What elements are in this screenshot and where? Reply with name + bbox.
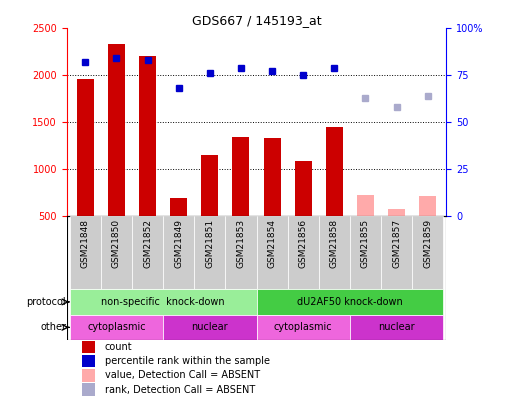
Text: GSM21850: GSM21850 (112, 220, 121, 269)
Bar (232, 137, 249, 215)
Bar (201, 155, 219, 215)
Bar (256, 315, 350, 340)
Bar (82, 355, 95, 367)
Bar (101, 215, 132, 289)
Bar (256, 289, 443, 315)
Text: percentile rank within the sample: percentile rank within the sample (105, 356, 270, 366)
Text: cytoplasmic: cytoplasmic (87, 322, 146, 333)
Text: GSM21852: GSM21852 (143, 220, 152, 269)
Title: GDS667 / 145193_at: GDS667 / 145193_at (192, 14, 321, 27)
Text: nuclear: nuclear (191, 322, 228, 333)
Bar (350, 215, 381, 289)
Bar (82, 383, 95, 396)
Text: GSM21849: GSM21849 (174, 220, 183, 269)
Bar (108, 44, 125, 215)
Text: other: other (40, 322, 66, 333)
Text: GSM21857: GSM21857 (392, 220, 401, 269)
Text: non-specific  knock-down: non-specific knock-down (102, 297, 225, 307)
Text: protocol: protocol (27, 297, 66, 307)
Bar (326, 127, 343, 215)
Bar (350, 315, 443, 340)
Bar (288, 215, 319, 289)
Text: count: count (105, 342, 132, 352)
Text: dU2AF50 knock-down: dU2AF50 knock-down (297, 297, 403, 307)
Bar (225, 215, 256, 289)
Bar (70, 289, 256, 315)
Bar (70, 315, 163, 340)
Bar (256, 215, 288, 289)
Text: GSM21858: GSM21858 (330, 220, 339, 269)
Bar (319, 215, 350, 289)
Text: GSM21859: GSM21859 (423, 220, 432, 269)
Text: nuclear: nuclear (378, 322, 415, 333)
Bar (412, 215, 443, 289)
Bar (357, 195, 374, 215)
Bar (294, 161, 312, 215)
Bar (163, 215, 194, 289)
Bar (170, 198, 187, 215)
Bar (139, 55, 156, 215)
Bar (163, 315, 256, 340)
Text: value, Detection Call = ABSENT: value, Detection Call = ABSENT (105, 370, 260, 380)
Bar (381, 215, 412, 289)
Bar (82, 369, 95, 382)
Bar (70, 215, 101, 289)
Text: GSM21856: GSM21856 (299, 220, 308, 269)
Text: GSM21851: GSM21851 (205, 220, 214, 269)
Text: rank, Detection Call = ABSENT: rank, Detection Call = ABSENT (105, 384, 255, 394)
Bar (388, 209, 405, 215)
Text: cytoplasmic: cytoplasmic (274, 322, 332, 333)
Bar (82, 341, 95, 353)
Text: GSM21848: GSM21848 (81, 220, 90, 269)
Bar (194, 215, 225, 289)
Bar (132, 215, 163, 289)
Bar (419, 196, 436, 215)
Text: GSM21854: GSM21854 (268, 220, 277, 269)
Text: GSM21855: GSM21855 (361, 220, 370, 269)
Bar (77, 79, 94, 215)
Text: GSM21853: GSM21853 (236, 220, 245, 269)
Bar (264, 138, 281, 215)
